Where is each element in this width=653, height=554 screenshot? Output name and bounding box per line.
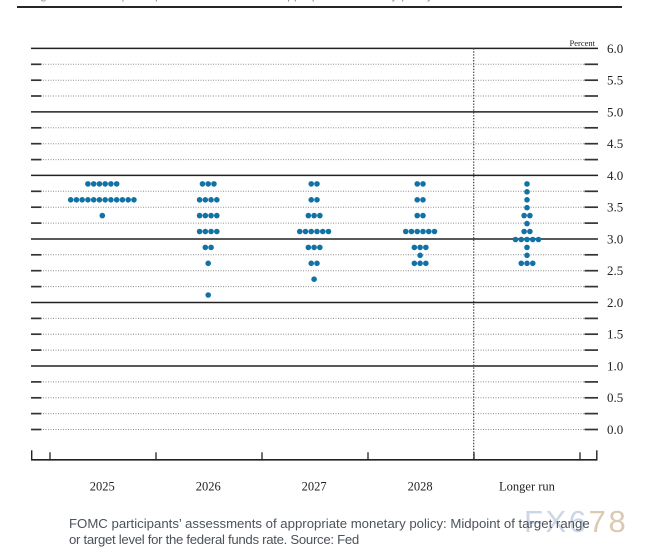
svg-text:2027: 2027 bbox=[302, 480, 327, 494]
svg-text:1.0: 1.0 bbox=[607, 358, 623, 373]
svg-text:Percent: Percent bbox=[570, 38, 596, 48]
svg-text:0.5: 0.5 bbox=[607, 390, 623, 405]
svg-text:2025: 2025 bbox=[90, 480, 115, 494]
svg-text:2.5: 2.5 bbox=[607, 263, 623, 278]
svg-text:2026: 2026 bbox=[196, 480, 221, 494]
svg-text:2.0: 2.0 bbox=[607, 295, 623, 310]
svg-text:0.0: 0.0 bbox=[607, 422, 623, 437]
svg-text:3.0: 3.0 bbox=[607, 231, 623, 246]
svg-text:6.0: 6.0 bbox=[607, 41, 623, 56]
svg-text:3.5: 3.5 bbox=[607, 200, 623, 215]
svg-text:4.5: 4.5 bbox=[607, 136, 623, 151]
svg-text:5.5: 5.5 bbox=[607, 73, 623, 88]
svg-text:Longer run: Longer run bbox=[499, 480, 556, 494]
svg-text:1.5: 1.5 bbox=[607, 327, 623, 342]
svg-text:5.0: 5.0 bbox=[607, 104, 623, 119]
svg-text:2028: 2028 bbox=[408, 480, 433, 494]
svg-text:4.0: 4.0 bbox=[607, 168, 623, 183]
